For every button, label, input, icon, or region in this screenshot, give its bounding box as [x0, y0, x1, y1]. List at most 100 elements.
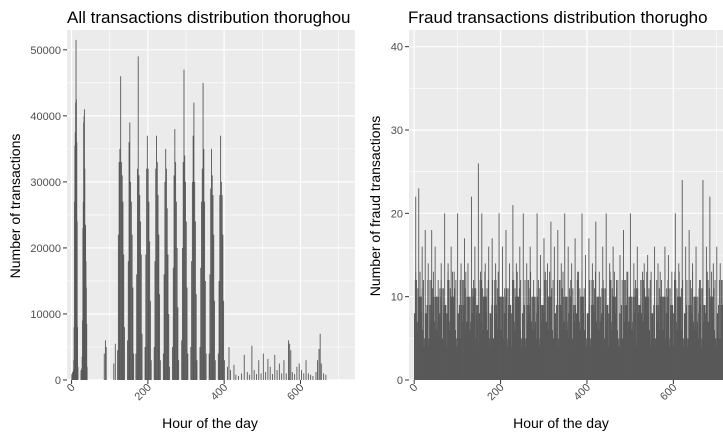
bar — [510, 305, 512, 380]
bar — [714, 280, 716, 380]
bar — [191, 181, 193, 380]
bar — [491, 238, 493, 380]
bar — [470, 196, 472, 380]
right-x-axis: 0 200 400 600 — [407, 380, 679, 403]
bar — [702, 180, 704, 380]
bar — [474, 246, 476, 380]
bar — [612, 246, 614, 380]
bar — [163, 274, 165, 380]
bar — [588, 238, 590, 380]
bar — [190, 346, 192, 380]
bar — [450, 246, 452, 380]
bar — [204, 201, 206, 380]
bar — [253, 370, 255, 380]
bar — [210, 188, 212, 380]
bar — [118, 162, 120, 380]
bar — [131, 234, 133, 380]
bar — [124, 327, 125, 380]
y-tick-label: 0 — [397, 375, 403, 387]
bar — [585, 255, 586, 380]
bar — [519, 246, 521, 380]
bar — [165, 148, 167, 380]
bar — [600, 296, 602, 380]
bar — [296, 366, 298, 380]
bar — [455, 280, 457, 380]
bar — [520, 280, 522, 380]
bar — [86, 323, 88, 380]
bar — [705, 246, 707, 380]
bar — [130, 181, 132, 380]
bar — [209, 274, 211, 380]
bar — [164, 181, 166, 380]
bar — [228, 346, 230, 380]
bar — [136, 274, 138, 380]
bar — [305, 360, 307, 380]
bar — [603, 288, 605, 380]
bar — [243, 354, 245, 380]
bar — [137, 56, 139, 380]
bar — [303, 373, 305, 380]
bar — [235, 374, 237, 380]
bar — [136, 168, 138, 380]
bar — [251, 345, 253, 380]
bar — [195, 294, 197, 380]
bar — [127, 261, 129, 380]
bar — [285, 373, 287, 380]
bar — [187, 353, 189, 380]
bar — [172, 346, 173, 380]
bar — [524, 280, 526, 380]
bar — [320, 363, 322, 380]
bar — [325, 374, 327, 380]
bar — [203, 148, 205, 380]
bar — [543, 238, 545, 380]
bar — [149, 300, 151, 380]
bar — [119, 148, 121, 380]
bar — [434, 246, 436, 380]
bar — [310, 374, 312, 380]
bar — [130, 201, 132, 380]
bar — [220, 181, 222, 380]
left-chart-title: All transactions distribution thorughou — [67, 8, 351, 27]
bar — [182, 162, 184, 380]
bar — [619, 255, 621, 380]
bar — [262, 353, 264, 380]
bar — [117, 350, 119, 380]
y-tick-label: 0 — [55, 375, 61, 387]
bar — [697, 296, 699, 380]
bar — [671, 271, 673, 380]
bar — [192, 135, 194, 380]
bar — [674, 213, 676, 380]
x-tick-label: 400 — [572, 382, 593, 403]
right-x-axis-label: Hour of the day — [513, 415, 609, 431]
bar — [502, 246, 503, 380]
bar — [467, 263, 469, 380]
left-gridlines — [67, 30, 355, 381]
bar — [427, 263, 429, 380]
bar — [289, 343, 291, 380]
bar — [167, 254, 169, 380]
bar — [447, 263, 449, 380]
bar — [460, 263, 462, 380]
bar — [538, 288, 540, 380]
bar — [692, 263, 694, 380]
bar — [274, 354, 276, 380]
bar — [214, 300, 215, 380]
bar — [704, 305, 706, 380]
bar — [678, 263, 680, 380]
x-tick-label: 200 — [133, 382, 154, 403]
bar — [173, 175, 175, 380]
bar — [221, 195, 223, 380]
bar — [484, 263, 486, 380]
bar — [700, 288, 702, 380]
bar — [654, 246, 656, 380]
bar — [144, 346, 146, 380]
bar — [213, 234, 215, 380]
bar — [156, 162, 158, 380]
bar — [686, 280, 688, 380]
bar — [283, 360, 285, 380]
bar — [315, 372, 317, 380]
y-tick-label: 40000 — [30, 111, 61, 123]
left-x-axis-label: Hour of the day — [162, 415, 258, 431]
bar — [181, 340, 183, 380]
bar — [581, 213, 583, 380]
